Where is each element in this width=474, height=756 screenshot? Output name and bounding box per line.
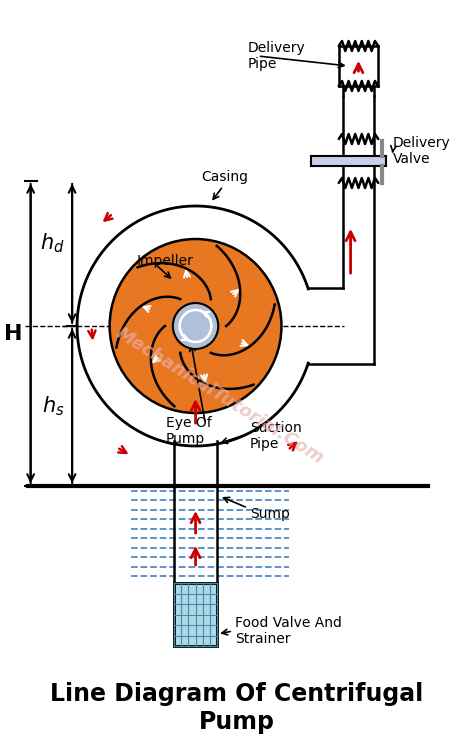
- Text: Eye Of
Pump: Eye Of Pump: [166, 416, 212, 446]
- Text: Line Diagram Of Centrifugal
Pump: Line Diagram Of Centrifugal Pump: [50, 682, 424, 734]
- Text: Suction
Pipe: Suction Pipe: [250, 421, 301, 451]
- Text: Delivery
Pipe: Delivery Pipe: [248, 41, 306, 71]
- Text: Sump: Sump: [250, 507, 290, 521]
- Text: H: H: [4, 324, 23, 343]
- Text: Casing: Casing: [201, 170, 249, 184]
- Circle shape: [109, 239, 282, 413]
- Bar: [311, 156, 386, 166]
- Text: Food Valve And
Strainer: Food Valve And Strainer: [235, 616, 342, 646]
- Bar: [174, 583, 217, 646]
- Circle shape: [173, 303, 218, 349]
- Text: Delivery
Valve: Delivery Valve: [393, 136, 451, 166]
- Text: Impeller: Impeller: [137, 254, 193, 268]
- Text: $h_s$: $h_s$: [42, 394, 64, 418]
- Text: MechanicalTutorial.Com: MechanicalTutorial.Com: [113, 324, 328, 468]
- Text: $h_d$: $h_d$: [40, 231, 64, 256]
